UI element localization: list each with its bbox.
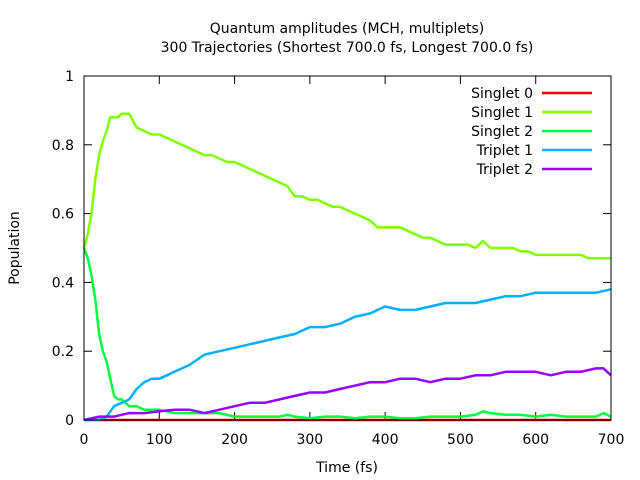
x-tick-label: 200 [221,432,248,448]
legend-label-singlet-1: Singlet 1 [471,105,533,121]
y-tick-label: 0 [65,413,74,429]
x-tick-label: 400 [372,432,399,448]
chart-title: Quantum amplitudes (MCH, multiplets) [210,21,484,37]
x-tick-label: 100 [146,432,173,448]
data-lines [82,112,612,422]
legend-label-triplet-2: Triplet 2 [476,162,533,178]
series-line-triplet-1 [84,288,612,422]
y-tick-label: 0.8 [52,138,74,154]
legend-label-singlet-0: Singlet 0 [471,86,533,102]
y-tick-label: 0.6 [52,207,74,223]
y-tick-label: 1 [65,69,74,85]
plot-frame [83,75,612,421]
x-tick-label: 0 [80,432,89,448]
x-axis-label: Time (fs) [315,460,378,476]
x-tick-label: 300 [296,432,323,448]
chart-subtitle: 300 Trajectories (Shortest 700.0 fs, Lon… [161,40,534,56]
axis-ticks: 0 100 200 300 400 500 600 700 0 0.2 0.4 0.6 0.8 1 [52,69,625,448]
legend-label-triplet-1: Triplet 1 [476,143,533,159]
x-tick-label: 600 [522,432,549,448]
legend-label-singlet-2: Singlet 2 [471,124,533,140]
x-tick-label: 700 [598,432,625,448]
series-line-singlet-1 [82,112,611,260]
series-line-triplet-2 [83,367,612,422]
series-line-singlet-2 [82,247,612,420]
x-tick-label: 500 [447,432,474,448]
y-axis-label: Population [7,211,23,285]
legend: Singlet 0 Singlet 1 Singlet 2 Triplet 1 Trip… [471,86,592,178]
y-tick-label: 0.2 [52,344,74,360]
y-tick-label: 0.4 [52,275,74,291]
